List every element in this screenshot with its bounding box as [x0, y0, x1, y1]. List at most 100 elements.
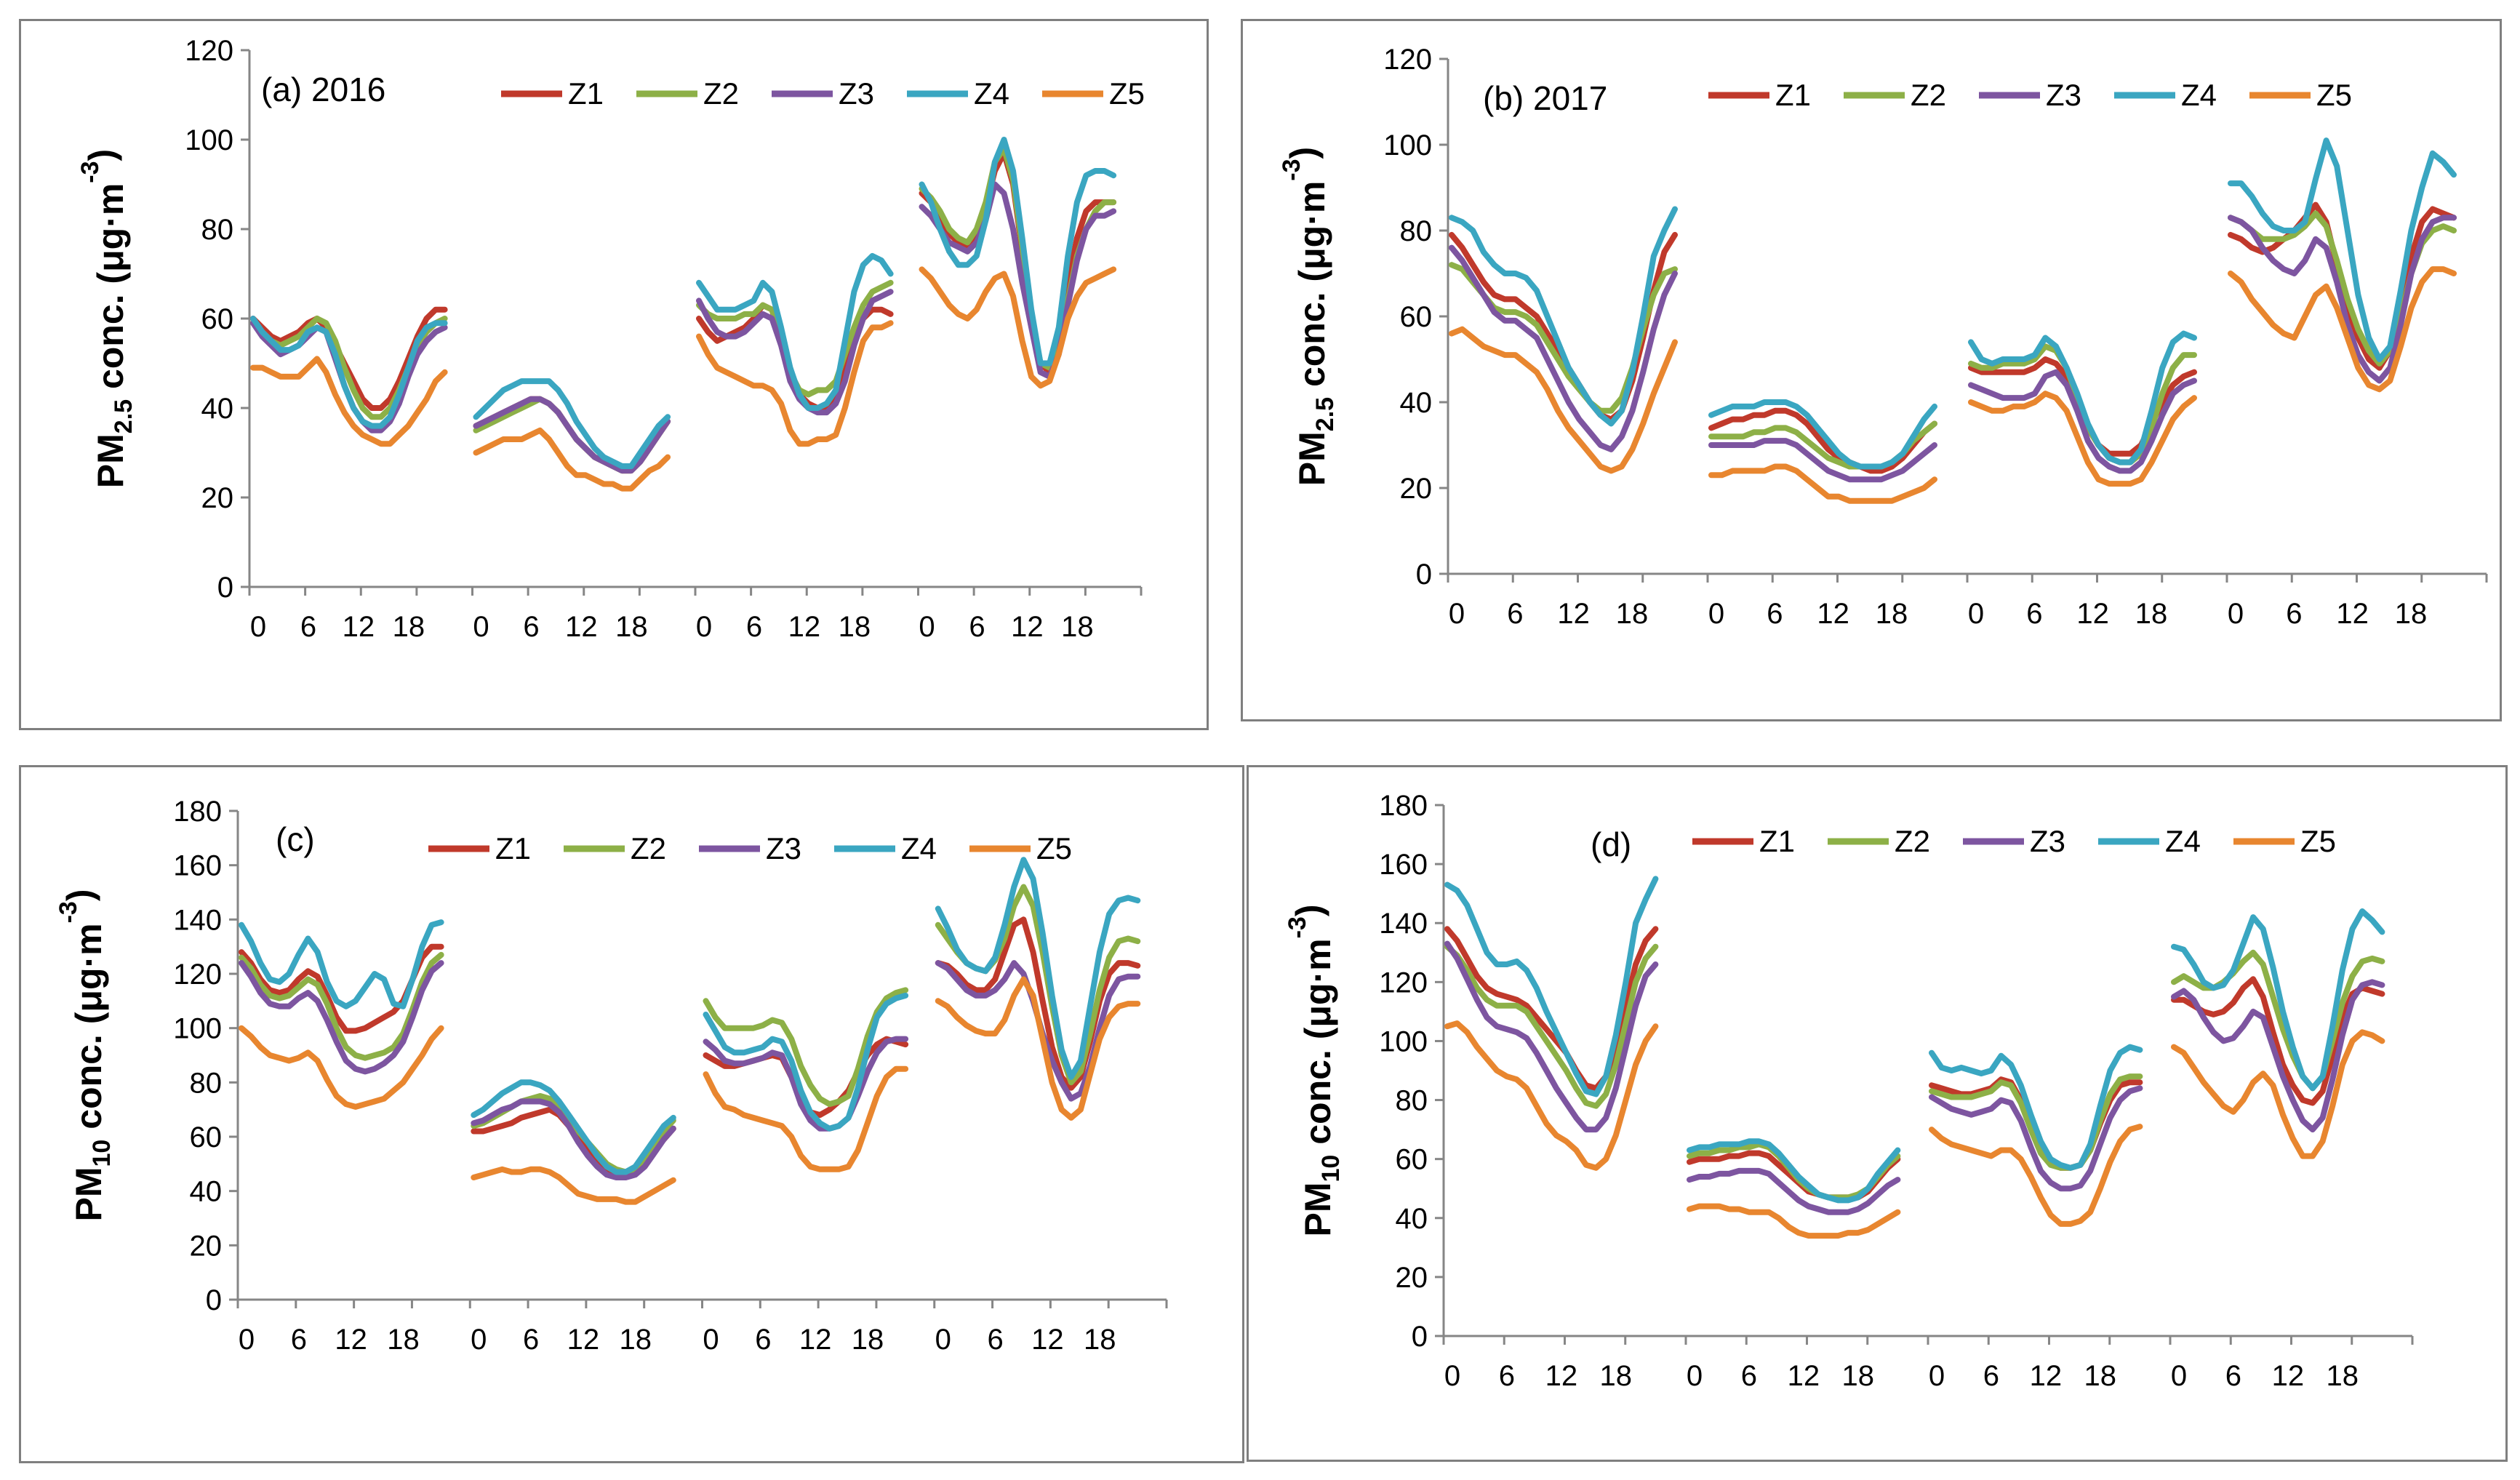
y-tick-label: 40: [201, 393, 234, 425]
y-tick-label: 60: [190, 1121, 223, 1153]
y-tick-label: 80: [201, 214, 234, 246]
series-line-z4-group-2: [471, 1079, 676, 1175]
x-tick-label: 0: [1708, 598, 1724, 630]
legend-label-z3: Z3: [839, 76, 874, 111]
series-line-z3-group-2: [1708, 438, 1937, 483]
legend-label-z5: Z5: [1109, 76, 1145, 111]
series-line-z3-group-1: [1449, 244, 1678, 452]
series-line-z5-group-4: [919, 266, 1117, 389]
series-line-z4-group-4: [935, 857, 1141, 1080]
x-tick-label: 6: [2225, 1360, 2241, 1392]
panel-title: (d): [1591, 825, 1631, 863]
x-tick-label: 6: [755, 1324, 771, 1356]
x-tick-label: 0: [1444, 1360, 1460, 1392]
x-tick-label: 0: [239, 1324, 255, 1356]
x-tick-label: 0: [919, 611, 935, 643]
y-axis-label-sub: 10: [88, 1140, 116, 1167]
series-line-z3-group-4: [2228, 215, 2457, 384]
y-axis-label-end: ): [1289, 905, 1329, 917]
series-line-z5-group-1: [1444, 1020, 1659, 1171]
x-tick-label: 6: [523, 611, 539, 643]
series-line-z4-group-3: [696, 252, 894, 411]
x-tick-label: 6: [291, 1324, 307, 1356]
legend-label-z4: Z4: [974, 76, 1009, 111]
y-tick-label: 180: [1379, 790, 1428, 822]
x-tick-label: 6: [746, 611, 762, 643]
series-line-z4-group-4: [2171, 908, 2385, 1092]
y-axis-label-main: PM: [90, 433, 131, 488]
x-tick-label: 12: [2336, 598, 2369, 630]
series-line-z5-group-4: [2171, 1029, 2385, 1159]
x-tick-label: 12: [567, 1324, 600, 1356]
series-line-z4-group-3: [1968, 330, 2197, 465]
y-tick-label: 60: [201, 303, 234, 335]
x-tick-label: 12: [799, 1324, 832, 1356]
x-tick-label: 12: [1817, 598, 1849, 630]
x-tick-label: 0: [471, 1324, 487, 1356]
x-tick-label: 6: [1741, 1360, 1757, 1392]
x-tick-label: 18: [2327, 1360, 2359, 1392]
series-line-z5-group-3: [696, 320, 894, 447]
legend-label-z2: Z2: [1895, 824, 1930, 858]
legend-label-z1: Z1: [1759, 824, 1795, 858]
y-tick-label: 80: [1400, 215, 1433, 247]
x-tick-label: 0: [473, 611, 489, 643]
x-tick-label: 0: [703, 1324, 719, 1356]
y-tick-label: 40: [1396, 1203, 1428, 1235]
x-tick-label: 0: [696, 611, 712, 643]
y-tick-label: 60: [1396, 1144, 1428, 1176]
y-tick-label: 20: [190, 1230, 223, 1262]
series-line-z5-group-1: [239, 1025, 444, 1110]
y-axis-label-end: ): [1283, 147, 1324, 159]
x-tick-label: 18: [615, 611, 648, 643]
series-line-z3-group-2: [473, 396, 671, 474]
series-line-z3-group-4: [919, 181, 1117, 380]
series-line-z4-group-1: [1449, 206, 1678, 427]
series-line-z4-group-2: [473, 378, 671, 469]
x-tick-label: 18: [1061, 611, 1094, 643]
series-line-z4-group-2: [1708, 399, 1937, 470]
x-tick-label: 6: [1983, 1360, 1999, 1392]
series-line-z3-group-1: [239, 960, 444, 1075]
legend-label-z2: Z2: [631, 831, 666, 865]
y-tick-label: 140: [1379, 908, 1428, 940]
y-tick-label: 120: [173, 959, 222, 991]
x-tick-label: 18: [839, 611, 871, 643]
x-tick-label: 18: [2135, 598, 2168, 630]
series-line-z2-group-1: [1444, 943, 1659, 1109]
panel-a: 0 20 40 60 80 100 120 0 6 12 18 0 6 12 18 0 6 12 18 0 6 12 18 Z…: [19, 19, 1209, 730]
legend-label-z1: Z1: [495, 831, 531, 865]
y-axis-label-rest: conc. (μg·m: [68, 923, 109, 1139]
y-axis-label: PM10 conc. (μg·m-3): [1284, 905, 1345, 1237]
y-tick-label: 40: [190, 1176, 223, 1208]
x-tick-label: 12: [343, 611, 375, 643]
x-tick-label: 12: [2030, 1360, 2063, 1392]
y-tick-label: 160: [1379, 849, 1428, 881]
y-tick-label: 140: [173, 904, 222, 936]
series-line-z4-group-1: [239, 919, 444, 1009]
legend-label-z3: Z3: [2030, 824, 2065, 858]
y-tick-label: 0: [1416, 559, 1432, 591]
legend-label-z3: Z3: [2046, 78, 2081, 112]
series-line-z3-group-2: [1687, 1167, 1901, 1215]
y-tick-label: 60: [1400, 301, 1433, 333]
x-tick-label: 0: [1929, 1360, 1945, 1392]
x-tick-label: 6: [2026, 598, 2042, 630]
legend-label-z1: Z1: [568, 76, 604, 111]
y-tick-label: 100: [1383, 129, 1432, 161]
x-tick-label: 18: [1084, 1324, 1116, 1356]
x-tick-label: 12: [1788, 1360, 1820, 1392]
x-tick-label: 0: [935, 1324, 951, 1356]
y-tick-label: 160: [173, 850, 222, 882]
y-tick-label: 100: [1379, 1025, 1428, 1057]
y-tick-label: 80: [190, 1067, 223, 1099]
y-axis-label-sub: 2.5: [110, 399, 137, 433]
x-tick-label: 12: [565, 611, 598, 643]
x-tick-label: 12: [788, 611, 821, 643]
y-tick-label: 80: [1396, 1085, 1428, 1117]
series-line-z5-group-2: [473, 427, 671, 492]
series-line-z4-group-3: [1929, 1044, 2143, 1171]
x-tick-label: 18: [1876, 598, 1908, 630]
x-tick-label: 12: [2272, 1360, 2305, 1392]
